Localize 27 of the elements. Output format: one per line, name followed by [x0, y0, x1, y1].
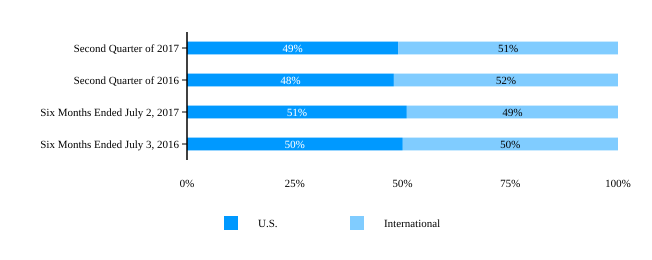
bar	[187, 106, 407, 118]
x-tick-label: 75%	[500, 178, 520, 190]
x-tick-label: 50%	[392, 178, 413, 190]
bar	[406, 106, 618, 118]
y-tick-label: Second Quarter of 2016	[74, 74, 180, 87]
data-label: 51%	[286, 106, 307, 119]
data-label: 50%	[500, 138, 520, 151]
y-tick-label: Six Months Ended July 2, 2017	[40, 106, 180, 119]
bar	[398, 42, 618, 54]
bar	[187, 42, 398, 54]
legend-label: U.S.	[258, 218, 278, 230]
y-tick-label: Second Quarter of 2017	[74, 42, 180, 55]
y-tick-label: Six Months Ended July 3, 2016	[40, 138, 180, 151]
bar	[187, 138, 402, 150]
data-label: 51%	[498, 42, 518, 55]
bar	[394, 74, 618, 86]
data-label: 52%	[496, 74, 516, 87]
data-label: 49%	[502, 106, 522, 119]
data-label: 50%	[284, 138, 305, 151]
legend-label: International	[384, 218, 440, 230]
data-label: 48%	[280, 74, 301, 87]
bar	[402, 138, 618, 150]
x-tick-label: 25%	[284, 178, 305, 190]
data-label: 49%	[282, 42, 303, 55]
x-tick-label: 100%	[605, 178, 631, 190]
bar	[187, 74, 394, 86]
x-tick-label: 0%	[180, 178, 194, 190]
